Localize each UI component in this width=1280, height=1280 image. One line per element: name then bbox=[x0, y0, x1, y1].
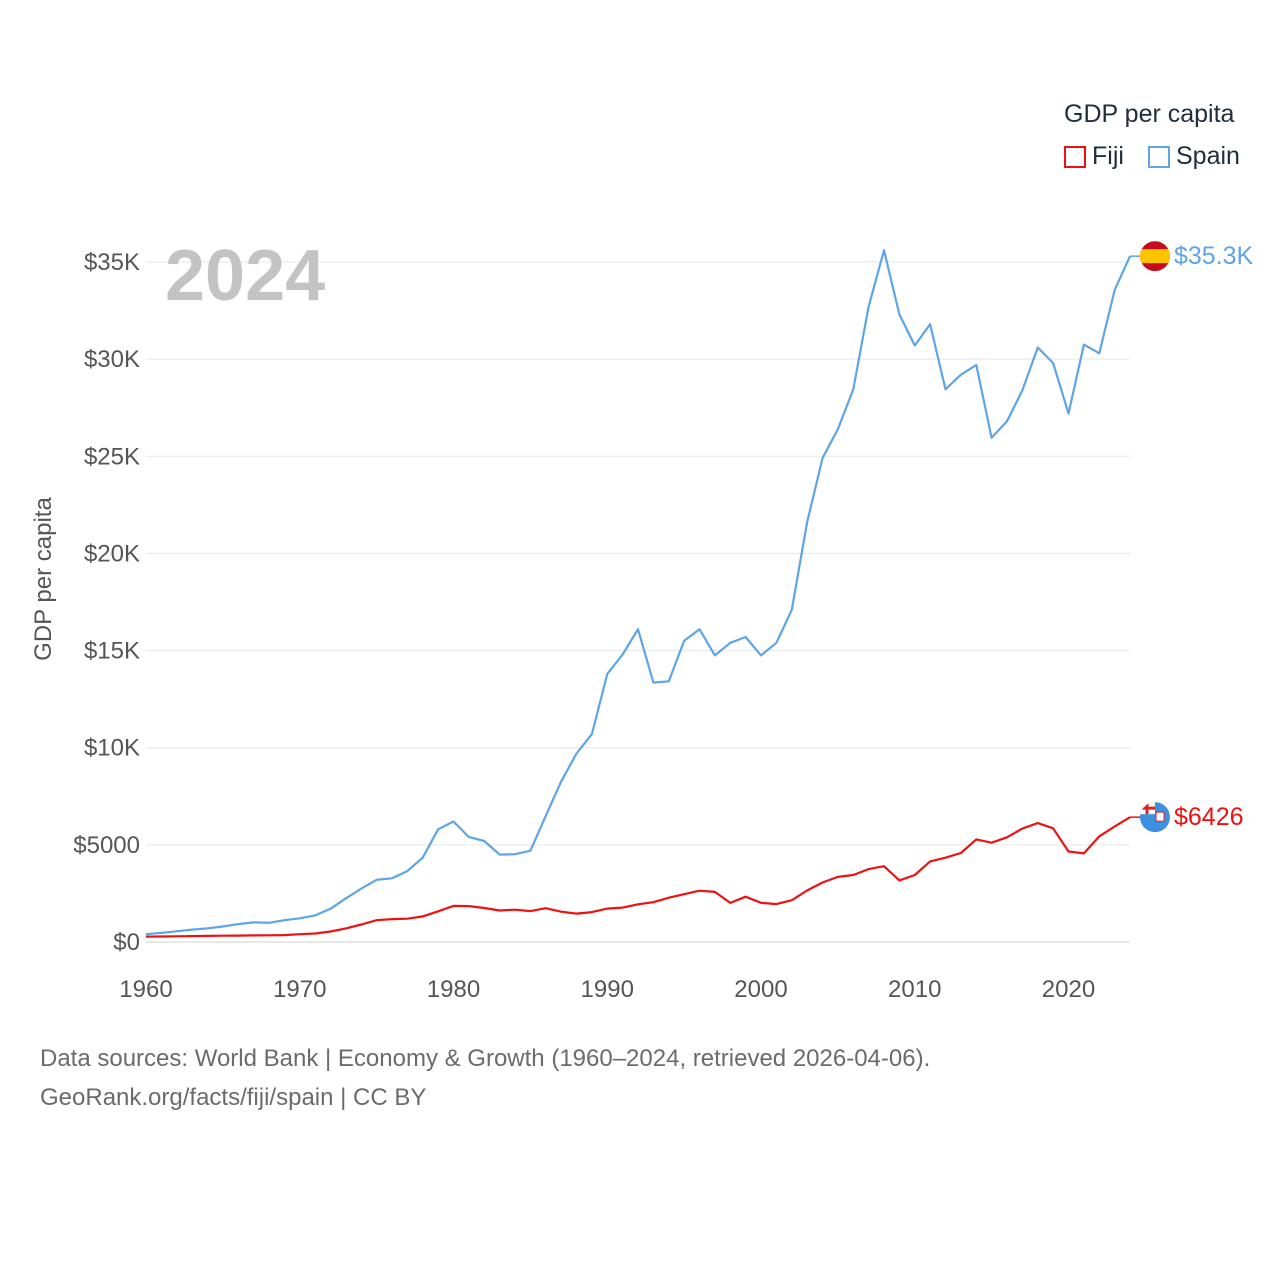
x-tick-label: 2010 bbox=[888, 976, 941, 1003]
y-tick-label: $15K bbox=[84, 638, 140, 665]
end-value-label-fiji: $6426 bbox=[1174, 803, 1244, 831]
series-lines bbox=[145, 249, 1132, 938]
x-tick-label: 1980 bbox=[427, 976, 480, 1003]
legend-title: GDP per capita bbox=[1064, 100, 1235, 128]
x-tick-label: 1990 bbox=[581, 976, 634, 1003]
series-line-fiji bbox=[145, 816, 1131, 938]
x-tick-label: 1970 bbox=[273, 976, 326, 1003]
x-tick-label: 2020 bbox=[1042, 976, 1095, 1003]
source-link[interactable]: GeoRank.org/facts/fiji/spain | CC BY bbox=[40, 1084, 427, 1111]
legend-label-spain: Spain bbox=[1176, 142, 1240, 170]
x-tick-label: 2000 bbox=[734, 976, 787, 1003]
y-axis-ticks: $0 $5000 $10K $15K $20K $25K $30K $35K bbox=[73, 249, 140, 956]
y-tick-label: $25K bbox=[84, 443, 140, 470]
y-tick-label: $20K bbox=[84, 540, 140, 567]
y-tick-label: $30K bbox=[84, 346, 140, 373]
x-tick-label: 1960 bbox=[119, 976, 172, 1003]
legend-item-fiji[interactable]: Fiji bbox=[1064, 142, 1124, 171]
legend-item-spain[interactable]: Spain bbox=[1148, 142, 1240, 171]
grid bbox=[146, 261, 1130, 943]
legend-swatch-fiji bbox=[1064, 145, 1086, 168]
y-tick-label: $10K bbox=[84, 735, 140, 762]
series-line-spain bbox=[145, 249, 1132, 936]
x-axis-ticks: 1960 1970 1980 1990 2000 2010 2020 bbox=[119, 976, 1095, 1003]
y-tick-label: $35K bbox=[84, 249, 140, 276]
y-axis-label: GDP per capita bbox=[30, 497, 57, 661]
y-tick-label: $0 bbox=[113, 929, 140, 956]
legend-label-fiji: Fiji bbox=[1092, 142, 1124, 170]
end-value-label-spain: $35.3K bbox=[1174, 242, 1254, 270]
spain-flag-icon bbox=[1140, 241, 1170, 272]
year-watermark: 2024 bbox=[165, 236, 325, 316]
legend-swatch-spain bbox=[1148, 145, 1170, 168]
source-note: Data sources: World Bank | Economy & Gro… bbox=[40, 1045, 931, 1072]
y-tick-label: $5000 bbox=[73, 832, 140, 859]
fiji-flag-icon bbox=[1140, 802, 1170, 833]
end-markers: $35.3K $6426 bbox=[1130, 241, 1254, 833]
